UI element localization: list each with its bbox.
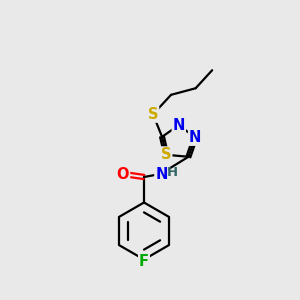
Text: H: H bbox=[166, 166, 178, 179]
Text: S: S bbox=[148, 107, 158, 122]
Text: S: S bbox=[161, 147, 171, 162]
Text: F: F bbox=[139, 254, 149, 268]
Text: N: N bbox=[172, 118, 185, 133]
Text: N: N bbox=[155, 167, 168, 182]
Text: N: N bbox=[189, 130, 201, 145]
Text: O: O bbox=[117, 167, 129, 182]
